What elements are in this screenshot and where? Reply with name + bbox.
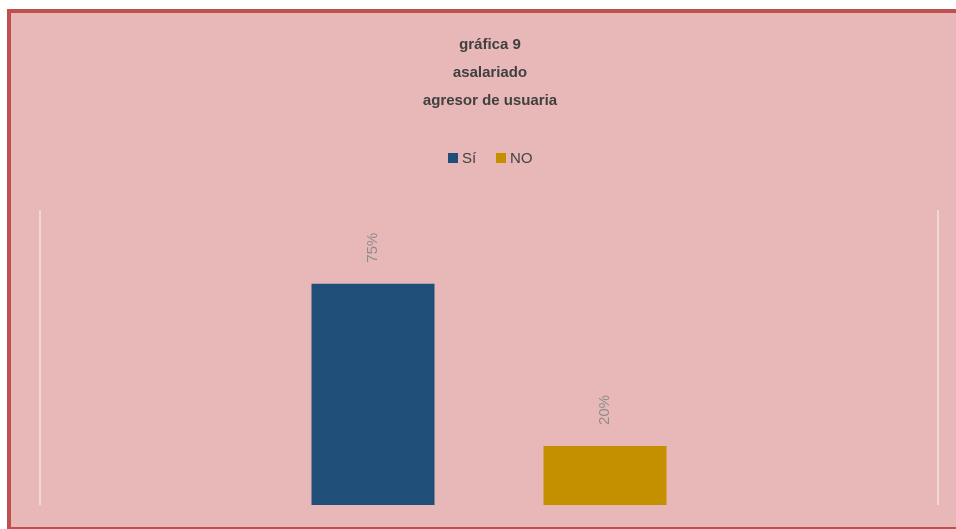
data-label: 75% <box>364 233 381 263</box>
legend-label: NO <box>510 150 533 167</box>
legend-swatch <box>496 153 506 163</box>
legend-label: Sí <box>462 150 477 167</box>
chart-title: asalariado <box>453 64 527 81</box>
legend-swatch <box>448 153 458 163</box>
chart-frame <box>7 9 956 529</box>
chart-title: agresor de usuaria <box>423 92 558 109</box>
bar <box>543 446 667 505</box>
chart-title: gráfica 9 <box>459 36 521 53</box>
data-label: 20% <box>596 395 613 425</box>
bar <box>311 283 435 505</box>
